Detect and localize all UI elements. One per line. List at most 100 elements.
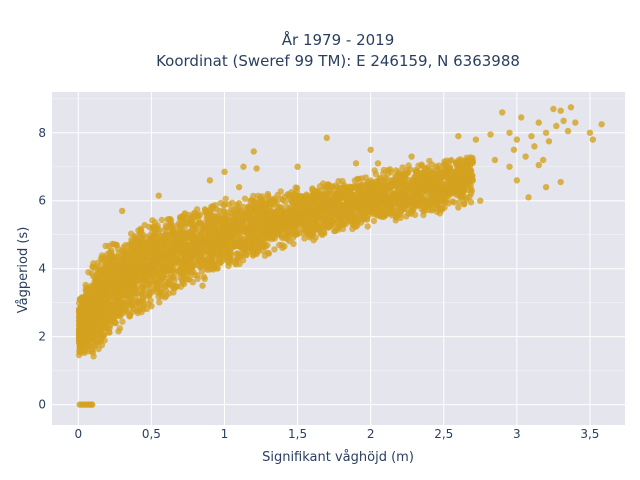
- scatter-point: [239, 257, 247, 264]
- scatter-point: [393, 173, 400, 180]
- scatter-point: [110, 241, 118, 248]
- scatter-point: [108, 288, 115, 295]
- y-axis-ticks: 0 2 4 6 8: [38, 126, 46, 412]
- scatter-point: [137, 257, 145, 264]
- scatter-point: [442, 181, 450, 188]
- scatter-point: [188, 221, 195, 228]
- x-tick-label: 3: [513, 427, 521, 441]
- scatter-point: [273, 228, 281, 235]
- scatter-point: [189, 228, 197, 235]
- scatter-point: [428, 193, 435, 200]
- scatter-point: [265, 232, 272, 239]
- scatter-point: [100, 287, 107, 295]
- scatter-point: [454, 171, 461, 178]
- scatter-point: [320, 228, 328, 236]
- scatter-point: [510, 146, 518, 153]
- scatter-point: [141, 221, 148, 229]
- scatter-point: [362, 198, 369, 205]
- scatter-point: [138, 283, 145, 291]
- scatter-point: [285, 232, 292, 240]
- scatter-point: [178, 277, 186, 284]
- scatter-point: [179, 245, 186, 253]
- scatter-point: [235, 183, 243, 191]
- scatter-point: [97, 314, 105, 322]
- scatter-point: [136, 264, 143, 272]
- scatter-point: [147, 297, 154, 304]
- scatter-point: [491, 156, 499, 164]
- scatter-point: [557, 107, 564, 114]
- scatter-point: [124, 282, 132, 289]
- scatter-point: [199, 282, 206, 289]
- scatter-point: [216, 230, 223, 237]
- scatter-point: [220, 202, 228, 209]
- scatter-point: [539, 156, 547, 164]
- scatter-point: [258, 219, 265, 226]
- scatter-point: [99, 332, 106, 340]
- scatter-point: [284, 191, 291, 198]
- scatter-point: [264, 241, 271, 249]
- scatter-point: [265, 249, 272, 257]
- scatter-point: [400, 178, 407, 185]
- scatter-point: [146, 288, 153, 296]
- scatter-point: [287, 210, 295, 217]
- scatter-point: [174, 255, 181, 263]
- scatter-point: [232, 210, 239, 217]
- scatter-point: [550, 105, 557, 113]
- scatter-point: [156, 275, 163, 282]
- scatter-point: [398, 194, 405, 201]
- scatter-point: [525, 194, 532, 201]
- scatter-point: [467, 199, 475, 206]
- scatter-point: [323, 189, 330, 197]
- scatter-point: [240, 163, 247, 170]
- scatter-point: [103, 317, 111, 325]
- scatter-point: [122, 242, 129, 249]
- scatter-point: [132, 276, 139, 283]
- scatter-point: [85, 296, 93, 303]
- scatter-point: [154, 237, 161, 244]
- scatter-point: [455, 204, 462, 211]
- scatter-point: [173, 283, 181, 290]
- scatter-point: [149, 224, 157, 231]
- scatter-point: [181, 210, 189, 217]
- x-tick-label: 0: [74, 427, 82, 441]
- x-tick-label: 0,5: [142, 427, 161, 441]
- scatter-point: [122, 288, 129, 295]
- scatter-point: [169, 251, 177, 258]
- scatter-point: [112, 297, 120, 304]
- scatter-point: [76, 317, 84, 324]
- scatter-point: [318, 199, 326, 206]
- y-tick-label: 6: [38, 194, 46, 208]
- x-axis-ticks: 0 0,5 1 1,5 2 2,5 3 3,5: [74, 427, 599, 441]
- scatter-point: [221, 168, 228, 176]
- scatter-point: [564, 127, 572, 135]
- scatter-point: [173, 228, 181, 235]
- x-tick-label: 3,5: [580, 427, 599, 441]
- scatter-point: [228, 225, 235, 233]
- scatter-point: [227, 250, 234, 257]
- scatter-point: [102, 324, 110, 332]
- scatter-point: [178, 271, 186, 278]
- scatter-point: [451, 199, 458, 206]
- scatter-point: [104, 282, 111, 289]
- scatter-point: [197, 256, 204, 263]
- scatter-point: [535, 161, 542, 169]
- scatter-point: [77, 349, 84, 356]
- scatter-point: [467, 154, 474, 161]
- scatter-point: [271, 197, 279, 205]
- scatter-point: [330, 195, 338, 203]
- scatter-point: [206, 177, 214, 184]
- scatter-point: [266, 219, 274, 226]
- scatter-point: [91, 309, 99, 316]
- scatter-point: [209, 245, 216, 252]
- scatter-point: [76, 296, 84, 303]
- scatter-point: [390, 190, 397, 198]
- scatter-point: [429, 180, 437, 188]
- scatter-point: [298, 208, 306, 215]
- scatter-point: [258, 236, 266, 243]
- scatter-point: [560, 117, 567, 125]
- scatter-point: [292, 184, 299, 191]
- scatter-point: [254, 192, 262, 199]
- scatter-point: [393, 213, 400, 220]
- scatter-point: [82, 326, 89, 333]
